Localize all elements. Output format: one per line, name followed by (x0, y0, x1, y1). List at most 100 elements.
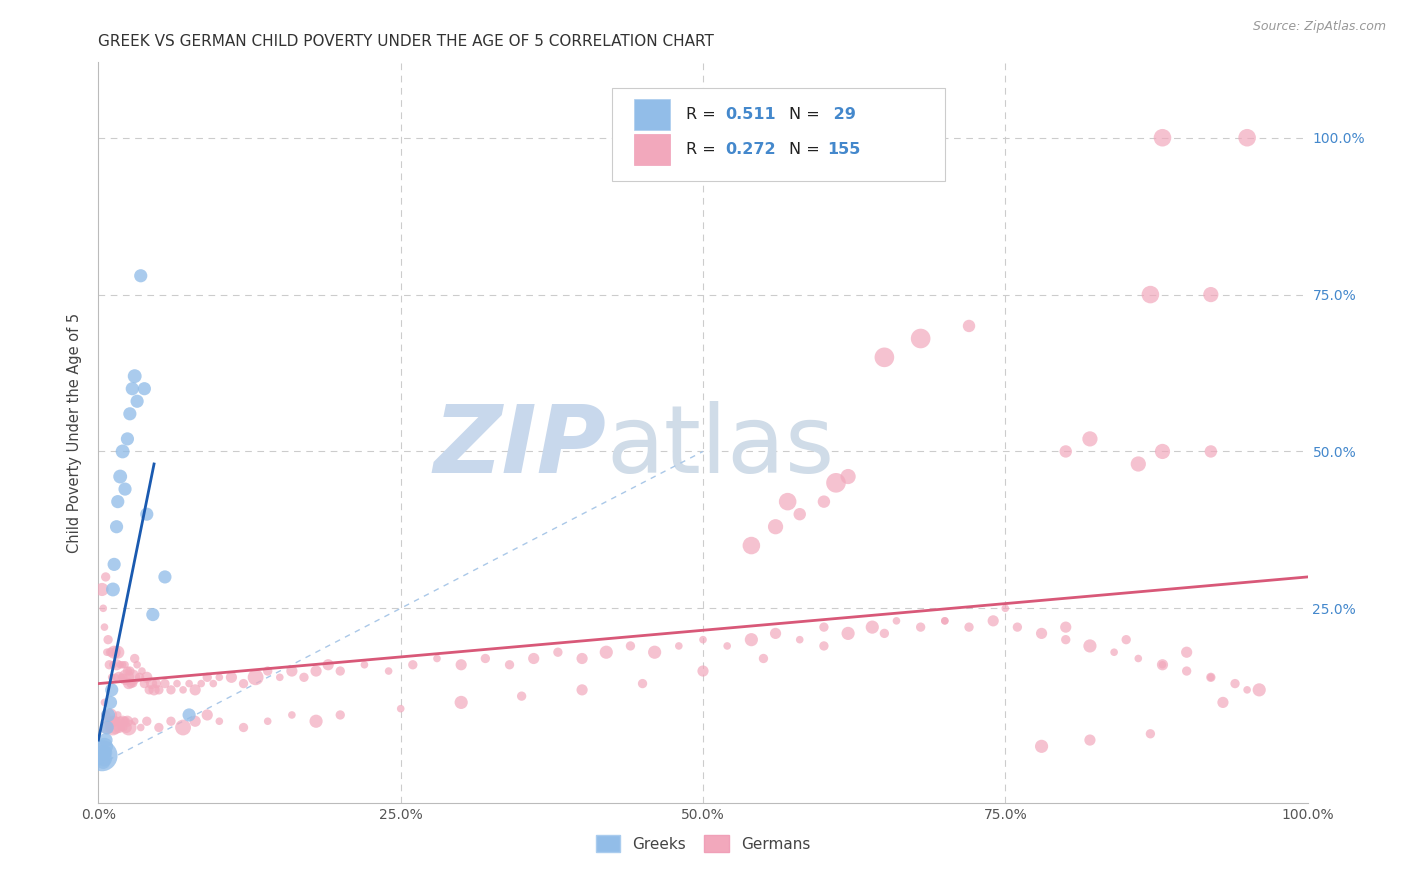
Point (184, 682, 207, 697)
Point (111, 657, 134, 672)
Point (789, 632, 811, 647)
Point (547, 645, 569, 659)
Point (1078, 733, 1101, 747)
Point (692, 632, 714, 647)
Point (523, 651, 546, 665)
Point (195, 708, 218, 723)
Point (1249, 682, 1271, 697)
Point (1199, 444, 1222, 458)
Point (571, 651, 593, 665)
Point (1175, 645, 1198, 659)
Point (100, 682, 122, 697)
Point (104, 721, 127, 735)
Point (127, 657, 149, 672)
Point (1236, 130, 1258, 145)
Point (91, 746, 114, 760)
Point (134, 382, 156, 396)
Point (107, 708, 129, 723)
Point (100, 670, 122, 684)
Point (94, 708, 117, 723)
Point (886, 614, 908, 628)
Text: R =: R = (686, 143, 721, 157)
Point (498, 657, 520, 672)
Point (1139, 287, 1161, 301)
Point (108, 657, 131, 672)
Point (96, 721, 118, 735)
Point (256, 714, 278, 729)
Point (1128, 651, 1150, 665)
Point (305, 664, 328, 678)
Point (148, 721, 170, 735)
Point (450, 695, 472, 709)
Point (97, 632, 120, 647)
Point (118, 664, 141, 678)
Point (402, 657, 425, 672)
Point (134, 676, 156, 690)
FancyBboxPatch shape (634, 99, 671, 130)
Point (1199, 670, 1222, 684)
Point (107, 645, 129, 659)
Text: 0.511: 0.511 (724, 107, 775, 122)
Point (1054, 444, 1077, 458)
Point (100, 714, 122, 729)
Text: 155: 155 (828, 143, 860, 157)
Point (934, 614, 956, 628)
Point (103, 714, 125, 729)
Point (118, 407, 141, 421)
Point (117, 714, 139, 729)
FancyBboxPatch shape (613, 88, 945, 181)
Point (117, 432, 139, 446)
Point (305, 714, 328, 729)
Point (97, 714, 120, 729)
Point (94, 733, 117, 747)
Point (118, 721, 141, 735)
Point (105, 714, 128, 729)
Point (208, 670, 231, 684)
Point (1078, 432, 1101, 446)
Point (269, 670, 291, 684)
Point (120, 676, 142, 690)
Point (108, 670, 131, 684)
Point (994, 601, 1017, 615)
Point (153, 676, 176, 690)
Point (91, 755, 114, 769)
Point (115, 721, 138, 735)
Point (716, 639, 738, 653)
Point (124, 651, 146, 665)
Point (644, 645, 666, 659)
FancyBboxPatch shape (634, 135, 671, 165)
Point (837, 626, 859, 640)
Point (232, 676, 254, 690)
Point (172, 682, 194, 697)
Point (450, 657, 472, 672)
Point (353, 657, 375, 672)
Legend: Greeks, Germans: Greeks, Germans (589, 830, 817, 858)
Point (389, 701, 412, 715)
Point (172, 721, 194, 735)
Point (105, 657, 128, 672)
Point (740, 539, 762, 553)
Point (91, 582, 114, 597)
Point (1175, 664, 1198, 678)
Point (202, 676, 225, 690)
Point (160, 714, 183, 729)
Point (910, 331, 932, 345)
Point (96, 721, 118, 735)
Point (124, 369, 146, 384)
Point (160, 682, 183, 697)
Point (101, 657, 124, 672)
Text: GREEK VS GERMAN CHILD POVERTY UNDER THE AGE OF 5 CORRELATION CHART: GREEK VS GERMAN CHILD POVERTY UNDER THE … (98, 34, 714, 49)
Text: atlas: atlas (606, 401, 835, 493)
Point (245, 670, 267, 684)
Point (114, 482, 136, 496)
Point (1102, 645, 1125, 659)
Point (141, 676, 163, 690)
Point (474, 651, 496, 665)
Point (100, 708, 122, 723)
Point (1152, 444, 1174, 458)
Point (1054, 620, 1077, 634)
Point (93, 739, 115, 754)
Point (108, 714, 131, 729)
Point (93, 695, 115, 709)
Point (107, 494, 129, 508)
